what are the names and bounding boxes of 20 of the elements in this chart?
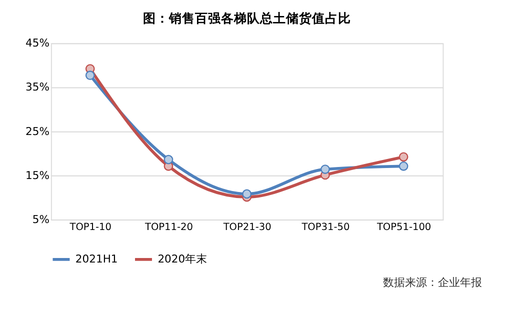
y-tick-label: 25% bbox=[26, 124, 50, 138]
y-tick-label: 35% bbox=[26, 80, 50, 94]
y-tick-label: 15% bbox=[26, 168, 50, 182]
point bbox=[242, 189, 252, 199]
legend-label: 2020年末 bbox=[158, 252, 208, 266]
point bbox=[164, 154, 174, 164]
y-tick-label: 45% bbox=[26, 36, 50, 50]
x-tick-label: TOP31-50 bbox=[300, 222, 350, 233]
legend-label: 2021H1 bbox=[75, 252, 118, 266]
chart-title: 图：销售百强各梯队总土储货值占比 bbox=[142, 10, 351, 27]
point bbox=[85, 70, 95, 80]
point bbox=[398, 161, 408, 171]
x-tick-label: TOP1-10 bbox=[68, 222, 112, 233]
y-tick-label: 5% bbox=[32, 212, 50, 226]
x-tick-label: TOP21-30 bbox=[222, 222, 272, 233]
x-tick-label: TOP11-20 bbox=[144, 222, 193, 233]
x-tick-label: TOP51-100 bbox=[376, 222, 432, 233]
source-note: 数据来源：企业年报 bbox=[382, 276, 482, 290]
point bbox=[320, 164, 330, 174]
point bbox=[398, 152, 408, 162]
